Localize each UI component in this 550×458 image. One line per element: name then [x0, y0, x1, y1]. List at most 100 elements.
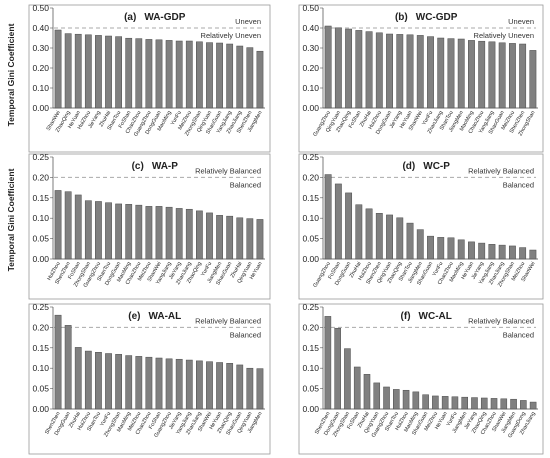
bar	[185, 359, 193, 410]
bar	[402, 389, 410, 410]
bar	[406, 34, 414, 109]
bar	[175, 358, 183, 410]
bar	[206, 361, 213, 410]
bar	[216, 42, 223, 109]
reference-label-below: Balanced	[503, 330, 534, 339]
bar	[393, 389, 400, 410]
bar	[345, 28, 353, 109]
bar	[519, 43, 527, 109]
panel-title: (a) WA-GDP	[124, 12, 186, 23]
bar	[236, 45, 244, 109]
bar	[64, 33, 72, 109]
bar	[529, 50, 537, 109]
bar	[236, 217, 244, 260]
reference-label-below: Relatively Uneven	[474, 31, 534, 40]
bar	[468, 241, 475, 260]
bar	[95, 201, 102, 260]
chart-panel: 0.00 0.05 0.10 0.15 0.20 0.25 Relatively Balan…	[28, 302, 271, 455]
bar	[529, 401, 537, 410]
bar	[105, 353, 112, 410]
bar	[246, 218, 254, 260]
bar	[375, 213, 383, 260]
bar	[471, 397, 478, 410]
reference-label-below: Relatively Uneven	[201, 31, 261, 40]
bar	[324, 25, 332, 109]
panel-name: WC-AL	[419, 311, 452, 322]
bar	[206, 212, 213, 260]
bar	[478, 40, 486, 109]
bar	[406, 222, 414, 260]
panel-border	[28, 303, 271, 455]
bar	[64, 325, 72, 410]
panel-tag: (c)	[132, 161, 144, 172]
y-tick-label: 0.10	[32, 213, 49, 223]
bar	[95, 35, 102, 109]
bar	[74, 347, 82, 410]
y-tick-label: 0.00	[32, 103, 49, 113]
bar	[529, 249, 537, 260]
y-tick-label: 0.15	[302, 193, 319, 203]
bar	[165, 206, 173, 260]
bar	[508, 43, 516, 109]
bar	[185, 208, 193, 260]
y-tick-label: 0.20	[32, 63, 49, 73]
bar	[373, 382, 381, 410]
bar	[95, 352, 102, 410]
bar	[135, 356, 143, 410]
bar	[115, 203, 122, 260]
bar	[165, 358, 173, 410]
bar	[105, 35, 112, 109]
bar	[125, 37, 133, 109]
y-tick-label: 0.00	[302, 404, 319, 414]
y-tick-label: 0.15	[302, 343, 319, 353]
chart-panel: 0.00 0.10 0.20 0.30 0.40 0.50 Uneven Relatively…	[28, 3, 271, 153]
y-tick-label: 0.05	[32, 234, 49, 244]
bar	[334, 27, 342, 109]
bar	[344, 348, 351, 410]
y-axis-label-text: Temporal Gini Coefficient	[6, 168, 16, 271]
panel-tag: (f)	[401, 311, 411, 322]
bar	[226, 43, 234, 109]
y-tick-label: 0.40	[302, 23, 319, 33]
bar	[412, 391, 420, 410]
bar	[451, 396, 459, 410]
panel-border	[298, 303, 544, 455]
y-tick-label: 0.40	[32, 23, 49, 33]
bar	[416, 35, 424, 109]
panel-border	[298, 153, 544, 300]
bar	[246, 367, 254, 410]
bar	[480, 397, 488, 410]
y-tick-label: 0.20	[32, 172, 49, 182]
panel-name: WC-GDP	[416, 12, 458, 23]
bar	[386, 214, 393, 260]
bar	[256, 219, 264, 260]
y-tick-label: 0.10	[302, 213, 319, 223]
bar	[226, 215, 234, 260]
panel-tag: (e)	[128, 311, 140, 322]
reference-label-above: Relatively Balanced	[195, 316, 261, 325]
y-tick-label: 0.10	[302, 363, 319, 373]
bar	[196, 41, 203, 109]
panel-title: (b) WC-GDP	[395, 12, 458, 23]
bar	[427, 235, 434, 260]
bar	[256, 368, 264, 410]
bar	[461, 396, 468, 410]
bar	[226, 363, 234, 410]
y-tick-label: 0.10	[302, 83, 319, 93]
y-tick-label: 0.00	[32, 404, 49, 414]
panel-tag: (a)	[124, 12, 136, 23]
chart-panel: 0.00 0.10 0.20 0.30 0.40 0.50 Uneven Relatively…	[298, 3, 544, 153]
reference-label-above: Relatively Balanced	[468, 166, 534, 175]
y-tick-label: 0.30	[302, 43, 319, 53]
y-tick-label: 0.30	[32, 43, 49, 53]
y-tick-label: 0.20	[302, 172, 319, 182]
bar	[324, 316, 332, 410]
bar	[498, 244, 506, 260]
bar	[206, 42, 213, 109]
bar	[145, 356, 153, 410]
bar	[508, 245, 516, 260]
y-tick-label: 0.50	[302, 3, 319, 13]
bar	[246, 47, 254, 109]
bar	[145, 206, 153, 260]
panel-tag: (d)	[402, 161, 415, 172]
